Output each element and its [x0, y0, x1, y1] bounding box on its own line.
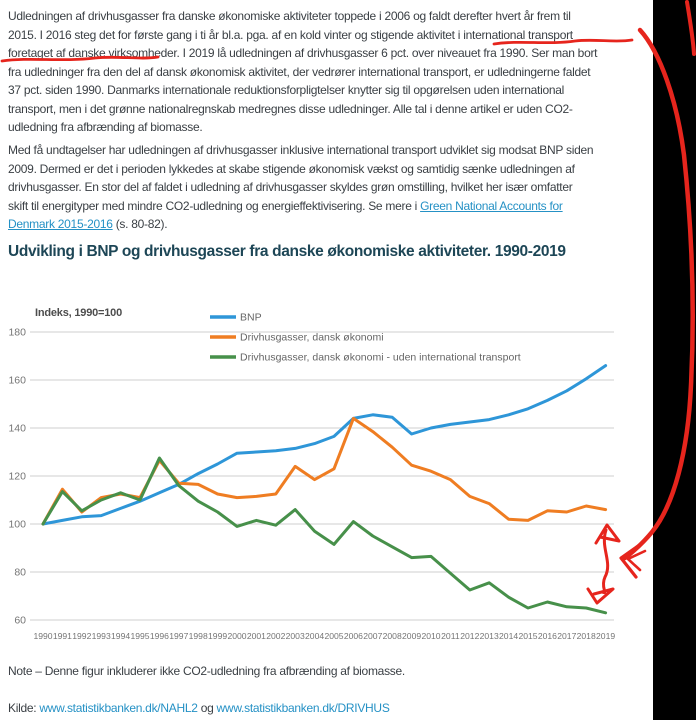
green-national-accounts-link[interactable]: Denmark 2015-2016: [8, 217, 113, 232]
paragraph-line: Udledningen af drivhusgasser fra danske …: [8, 9, 571, 23]
chart-line-2: [41, 456, 608, 615]
x-tick-label: 2012: [460, 631, 479, 641]
y-tick-label: 160: [8, 375, 26, 387]
paragraph-line: drivhusgasser. En stor del af faldet i u…: [8, 180, 573, 195]
figure-title: Udvikling i BNP og drivhusgasser fra dan…: [8, 243, 566, 260]
paragraph-line: 37 pct. siden 1990. Danmarks internation…: [8, 83, 565, 98]
x-tick-label: 1995: [130, 631, 149, 641]
paragraph-line: foretaget af danske virksomheder. I 2019…: [8, 46, 598, 61]
x-tick-label: 2011: [441, 631, 460, 641]
paragraph-line: skift til energityper med mindre CO2-udl…: [8, 197, 654, 216]
x-tick-label: 2003: [286, 631, 305, 641]
x-tick-label: 2001: [247, 631, 266, 641]
x-tick-label: 2017: [557, 631, 576, 641]
x-tick-label: 1999: [208, 631, 227, 641]
x-tick-label: 2015: [518, 631, 537, 641]
paragraph-line: Denmark 2015-2016 (s. 80-82).: [8, 215, 654, 234]
x-tick-label: 2005: [324, 631, 343, 641]
paragraph-intro: Udledningen af drivhusgasser fra danske …: [8, 7, 654, 137]
y-tick-label: 60: [14, 615, 26, 627]
x-tick-label: 2007: [363, 631, 382, 641]
green-national-accounts-link[interactable]: Green National Accounts for: [420, 198, 563, 213]
x-tick-label: 1996: [150, 631, 169, 641]
x-tick-label: 2018: [577, 631, 596, 641]
x-tick-label: 2013: [480, 631, 499, 641]
paragraph-line: fra udledninger fra den del af dansk øko…: [8, 64, 591, 79]
x-tick-label: 2014: [499, 631, 518, 641]
x-tick-label: 2008: [383, 631, 402, 641]
chart-line-0: [41, 364, 608, 526]
figure-note: Note – Denne figur inkluderer ikke CO2-u…: [8, 664, 405, 678]
x-tick-label: 2010: [421, 631, 440, 641]
source-separator: og: [197, 701, 217, 715]
paragraph-bnp-comparison: Med få undtagelser har udledningen af dr…: [8, 141, 654, 234]
paragraph-line: Med få undtagelser har udledningen af dr…: [8, 143, 594, 157]
y-tick-label: 100: [8, 519, 26, 531]
source-line: Kilde: www.statistikbanken.dk/NAHL2 og w…: [8, 701, 390, 715]
x-tick-label: 1997: [169, 631, 188, 641]
paragraph-line: transport, men i det grønne nationalregn…: [8, 101, 573, 116]
x-tick-label: 2002: [266, 631, 285, 641]
x-tick-label: 2006: [344, 631, 363, 641]
source-prefix: Kilde:: [8, 701, 40, 715]
axis-unit-label: Indeks, 1990=100: [35, 307, 122, 319]
x-tick-label: 1994: [111, 631, 130, 641]
y-tick-label: 140: [8, 423, 26, 435]
y-tick-label: 80: [14, 567, 26, 579]
x-tick-label: 1990: [33, 631, 52, 641]
x-tick-label: 1991: [53, 631, 72, 641]
black-redaction-band: [653, 0, 696, 720]
x-tick-label: 1998: [189, 631, 208, 641]
x-tick-label: 2009: [402, 631, 421, 641]
x-tick-label: 2000: [227, 631, 246, 641]
paragraph-line: udledning fra afbrænding af biomasse.: [8, 120, 203, 135]
x-tick-label: 1992: [72, 631, 91, 641]
paragraph-text: skift til energityper med mindre CO2-udl…: [8, 198, 421, 213]
x-tick-label: 2004: [305, 631, 324, 641]
source-link-drivhus[interactable]: www.statistikbanken.dk/DRIVHUS: [216, 701, 390, 715]
x-tick-label: 2019: [596, 631, 615, 641]
legend-label-0: BNP: [240, 312, 262, 324]
y-tick-label: 180: [8, 327, 26, 339]
x-tick-label: 1993: [92, 631, 111, 641]
y-tick-label: 120: [8, 471, 26, 483]
x-tick-label: 2016: [538, 631, 557, 641]
paragraph-text: (s. 80-82).: [112, 217, 168, 232]
chart-line-1: [41, 416, 608, 526]
paragraph-line: 2009. Dermed er det i perioden lykkedes …: [8, 161, 575, 176]
legend-label-2: Drivhusgasser, dansk økonomi - uden inte…: [240, 352, 521, 364]
paragraph-line: 2015. I 2016 steg det for første gang i …: [8, 27, 573, 42]
source-link-nahl2[interactable]: www.statistikbanken.dk/NAHL2: [39, 701, 198, 715]
legend-label-1: Drivhusgasser, dansk økonomi: [240, 332, 384, 344]
